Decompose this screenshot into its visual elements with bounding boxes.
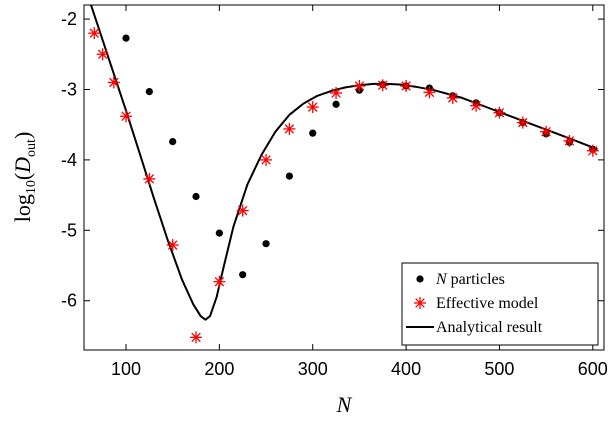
- effective-model-point: [236, 204, 249, 217]
- legend-label-n-particles: particles: [447, 271, 505, 288]
- n-particles-point: [239, 271, 247, 279]
- n-particles-point: [192, 192, 200, 201]
- y-label-open-paren: (: [10, 173, 35, 180]
- legend-label-analytical-result: Analytical result: [436, 319, 543, 336]
- n-particles-point: [122, 34, 130, 42]
- legend: N particles Effective model Analytical r…: [401, 262, 599, 346]
- y-label-log: log: [10, 194, 35, 222]
- x-tick-label: 100: [111, 359, 141, 379]
- ticks-layer: 100 200 300 400 500 600 -6 -5 -4 -3 -2: [61, 5, 608, 379]
- legend-entry-n-particles: N particles: [416, 271, 505, 288]
- effective-model-point: [166, 239, 179, 252]
- y-tick-label: -3: [61, 79, 77, 99]
- y-axis-label: log10(Dout): [10, 132, 39, 223]
- n-particles-point: [145, 88, 153, 96]
- effective-model-point: [96, 48, 109, 61]
- effective-model-point: [516, 116, 529, 129]
- analytical-result-line: [89, 5, 598, 321]
- x-tick-label: 500: [484, 359, 514, 379]
- effective-model-point: [88, 27, 101, 40]
- x-tick-label: 200: [204, 359, 234, 379]
- y-label-var: D: [10, 157, 35, 174]
- effective-model-point: [330, 87, 343, 100]
- n-particles-point: [169, 137, 177, 146]
- effective-model-point: [423, 86, 436, 99]
- effective-model-point: [446, 91, 459, 104]
- svg-text:N particles: N particles: [435, 271, 505, 288]
- legend-entry-effective-model: Effective model: [414, 295, 539, 312]
- y-label-var-sub: out: [24, 139, 39, 157]
- y-label-base: 10: [24, 180, 39, 194]
- effective-model-point: [213, 275, 226, 288]
- y-tick-label: -2: [61, 9, 77, 29]
- effective-model-point: [353, 79, 366, 92]
- legend-box: [401, 262, 599, 346]
- legend-entry-analytical-result: Analytical result: [406, 319, 543, 336]
- effective-model-point: [493, 106, 506, 119]
- effective-model-point: [143, 172, 156, 185]
- effective-model-point: [400, 79, 413, 92]
- y-tick-label: -5: [61, 220, 77, 240]
- x-tick-label: 400: [391, 359, 421, 379]
- x-axis-label: N: [336, 392, 353, 417]
- effective-model-point: [120, 110, 133, 123]
- y-label-close-paren: ): [10, 132, 35, 139]
- effective-model-point: [283, 122, 296, 135]
- effective-model-point: [540, 125, 553, 138]
- legend-dot-marker: [416, 275, 424, 283]
- y-tick-label: -6: [61, 291, 77, 311]
- legend-label-effective-model: Effective model: [436, 295, 539, 312]
- n-particles-point: [332, 100, 340, 108]
- x-tick-label: 300: [298, 359, 328, 379]
- n-particles-point: [309, 129, 317, 137]
- n-particles-point: [285, 172, 293, 180]
- effective-model-point: [260, 153, 273, 166]
- effective-model-point: [586, 144, 599, 157]
- legend-label-n-italic: N: [435, 271, 448, 288]
- effective-model-point: [190, 331, 203, 344]
- effective-model-point: [470, 99, 483, 112]
- effective-model-point: [563, 134, 576, 147]
- effective-model-point: [376, 79, 389, 92]
- plot-frame: [83, 4, 605, 351]
- series-layer: [88, 5, 599, 344]
- n-particles-point: [215, 229, 223, 237]
- legend-star-marker: [414, 297, 426, 309]
- y-tick-label: -4: [61, 150, 77, 170]
- effective-model-point: [306, 101, 319, 114]
- effective-model-point: [107, 76, 120, 89]
- x-tick-label: 600: [578, 359, 608, 379]
- n-particles-point: [262, 240, 270, 248]
